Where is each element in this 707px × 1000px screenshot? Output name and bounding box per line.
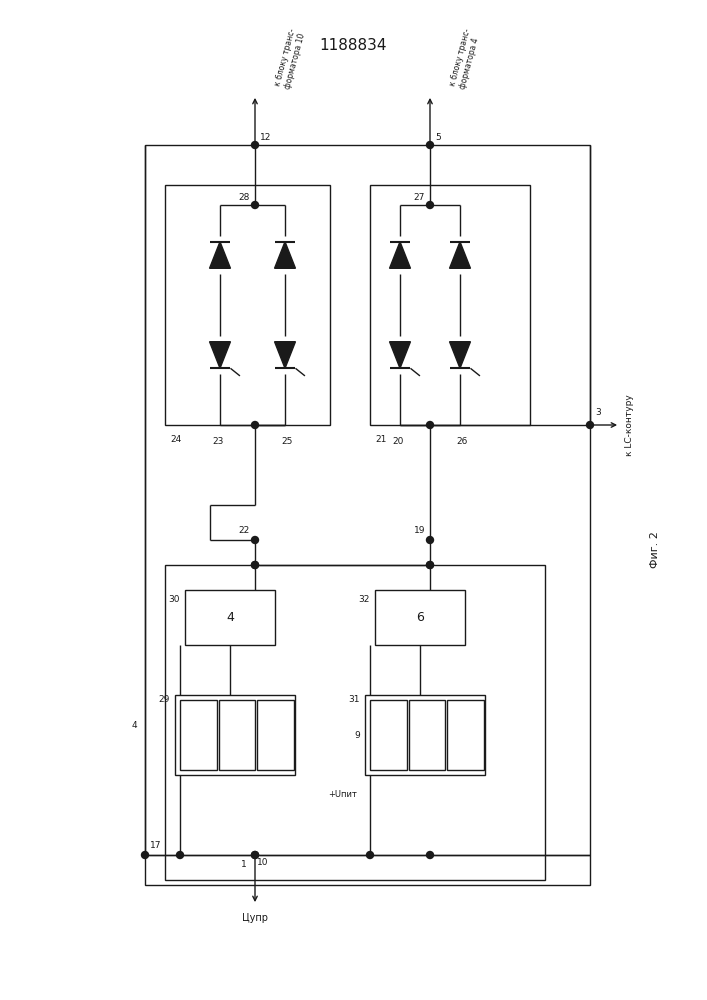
Text: 1188834: 1188834 [320,37,387,52]
Bar [365,695,485,775]
Circle shape [426,422,433,428]
Polygon shape [209,242,230,268]
Text: к блоку транс-
форматора 10: к блоку транс- форматора 10 [273,28,307,90]
Text: 21: 21 [375,436,386,444]
Bar [165,185,330,425]
Polygon shape [274,242,296,268]
Bar [218,700,255,770]
Circle shape [141,852,148,858]
Circle shape [426,202,433,209]
Circle shape [252,562,259,568]
Circle shape [426,536,433,544]
Text: 23: 23 [212,437,223,446]
Polygon shape [274,342,296,368]
Text: 30: 30 [168,595,180,604]
Bar [175,695,295,775]
Circle shape [252,202,259,209]
Circle shape [252,536,259,544]
Bar [448,700,484,770]
Text: 1: 1 [241,860,247,869]
Bar [185,590,275,645]
Text: 29: 29 [158,695,170,704]
Circle shape [426,562,433,568]
Bar [375,590,465,645]
Text: 6: 6 [416,611,424,624]
Text: к LC-контуру: к LC-контуру [625,394,634,456]
Polygon shape [390,342,411,368]
Text: 17: 17 [150,841,161,850]
Text: 28: 28 [239,193,250,202]
Text: 25: 25 [281,437,293,446]
Text: к блоку транс-
форматора 4: к блоку транс- форматора 4 [448,28,482,90]
Circle shape [252,562,259,568]
Bar [370,185,530,425]
Circle shape [252,852,259,858]
Circle shape [366,852,373,858]
Circle shape [177,852,184,858]
Circle shape [426,141,433,148]
Bar [165,565,545,880]
Text: 4: 4 [132,720,137,730]
Text: 26: 26 [456,437,468,446]
Text: 27: 27 [414,193,425,202]
Circle shape [252,141,259,148]
Bar [180,700,216,770]
Circle shape [252,422,259,428]
Circle shape [587,422,593,428]
Circle shape [426,852,433,858]
Text: Фиг. 2: Фиг. 2 [650,532,660,568]
Text: 20: 20 [392,437,404,446]
Text: Цупр: Цупр [242,913,268,923]
Text: 10: 10 [257,858,269,867]
Polygon shape [450,242,470,268]
Circle shape [426,562,433,568]
Text: 22: 22 [239,526,250,535]
Polygon shape [390,242,411,268]
Polygon shape [209,342,230,368]
Bar [145,145,590,885]
Text: 31: 31 [349,695,360,704]
Circle shape [252,852,259,858]
Text: 32: 32 [358,595,370,604]
Text: 3: 3 [595,408,601,417]
Polygon shape [450,342,470,368]
Text: 12: 12 [260,133,271,142]
Text: 5: 5 [435,133,440,142]
Bar [257,700,294,770]
Text: +Uпит: +Uпит [328,790,357,799]
Text: 24: 24 [170,436,181,444]
Text: 4: 4 [226,611,234,624]
Bar [370,700,407,770]
Text: 9: 9 [354,730,360,740]
Bar [409,700,445,770]
Text: 19: 19 [414,526,425,535]
